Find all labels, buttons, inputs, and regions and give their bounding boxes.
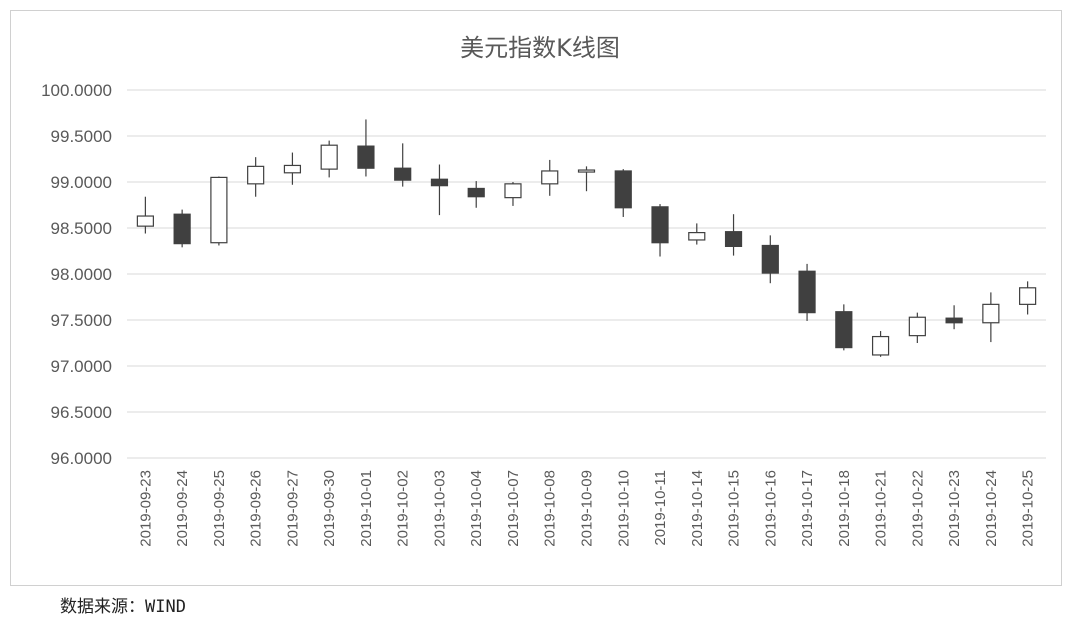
candle bbox=[394, 143, 412, 187]
x-tick-label: 2019-10-21 bbox=[873, 470, 890, 547]
x-tick-label: 2019-10-03 bbox=[431, 470, 448, 547]
candle bbox=[320, 140, 338, 178]
x-tick-label: 2019-10-01 bbox=[358, 470, 375, 547]
candle bbox=[908, 312, 926, 343]
chart-title: 美元指数K线图 bbox=[460, 34, 620, 62]
candle bbox=[945, 305, 963, 330]
x-tick-label: 2019-09-27 bbox=[284, 470, 301, 547]
x-tick-label: 2019-10-10 bbox=[615, 470, 632, 547]
x-tick-label: 2019-10-24 bbox=[983, 470, 1000, 547]
x-tick-label: 2019-10-08 bbox=[542, 470, 559, 547]
candle bbox=[798, 263, 816, 321]
candle bbox=[504, 182, 522, 206]
candle bbox=[688, 223, 706, 245]
x-axis-ticks: 2019-09-23 2019-09-24 2019-09-25 2019-09-26… bbox=[137, 470, 1036, 547]
x-tick-label: 2019-10-22 bbox=[909, 470, 926, 547]
candle-body-down bbox=[430, 178, 449, 187]
candle-body-up bbox=[136, 215, 154, 227]
y-tick-label: 99.0000 bbox=[51, 173, 112, 192]
candle bbox=[210, 176, 228, 246]
candle-body-up bbox=[541, 170, 559, 185]
candle-body-down bbox=[357, 145, 375, 169]
data-source-note: 数据来源：WIND bbox=[60, 597, 186, 617]
candle-body-down bbox=[724, 231, 743, 247]
candle bbox=[283, 152, 302, 185]
x-tick-label: 2019-10-04 bbox=[468, 470, 485, 547]
x-tick-label: 2019-09-26 bbox=[248, 470, 265, 547]
x-tick-label: 2019-09-23 bbox=[137, 470, 154, 547]
candles bbox=[136, 119, 1037, 357]
candle bbox=[467, 181, 485, 208]
x-tick-label: 2019-10-23 bbox=[946, 470, 963, 547]
candle bbox=[430, 164, 449, 216]
candle bbox=[761, 235, 779, 284]
candle-body-up bbox=[283, 164, 302, 174]
candle bbox=[614, 169, 632, 217]
x-tick-label: 2019-10-09 bbox=[579, 470, 596, 547]
candle-body-up bbox=[1019, 287, 1037, 305]
candle-body-down bbox=[945, 317, 963, 324]
y-tick-label: 100.0000 bbox=[41, 81, 112, 100]
y-tick-label: 98.5000 bbox=[51, 219, 112, 238]
candle bbox=[724, 214, 743, 256]
x-tick-label: 2019-10-17 bbox=[799, 470, 816, 547]
candle-body-up bbox=[210, 176, 228, 244]
candle-body-down bbox=[394, 167, 412, 181]
y-tick-label: 99.5000 bbox=[51, 127, 112, 146]
y-tick-label: 96.5000 bbox=[51, 403, 112, 422]
gridlines bbox=[127, 89, 1046, 459]
candle-body-up bbox=[908, 316, 926, 337]
candle-body-down bbox=[651, 206, 669, 244]
x-tick-label: 2019-09-30 bbox=[321, 470, 338, 547]
x-tick-label: 2019-10-25 bbox=[1020, 470, 1037, 547]
candle-body-up bbox=[982, 303, 1000, 324]
candle-body-down bbox=[467, 187, 485, 198]
x-tick-label: 2019-10-14 bbox=[689, 470, 706, 547]
y-tick-label: 98.0000 bbox=[51, 265, 112, 284]
candle bbox=[357, 119, 375, 177]
x-tick-label: 2019-10-18 bbox=[836, 470, 853, 547]
candle-body-down bbox=[798, 270, 816, 314]
candle-body-up bbox=[320, 144, 338, 170]
candle bbox=[173, 209, 191, 248]
y-tick-label: 96.0000 bbox=[51, 449, 112, 468]
x-tick-label: 2019-09-25 bbox=[211, 470, 228, 547]
x-tick-label: 2019-09-24 bbox=[174, 470, 191, 547]
x-tick-label: 2019-10-11 bbox=[652, 470, 669, 546]
y-tick-label: 97.0000 bbox=[51, 357, 112, 376]
candle-body-down bbox=[614, 170, 632, 209]
y-axis-ticks: 96.0000 96.5000 97.0000 97.5000 98.0000 98.50… bbox=[41, 81, 112, 468]
candle bbox=[651, 204, 669, 257]
x-tick-label: 2019-10-15 bbox=[726, 470, 743, 547]
candle bbox=[982, 292, 1000, 343]
candle bbox=[1019, 281, 1037, 315]
candle-body-up bbox=[871, 335, 890, 356]
candle-body-down bbox=[761, 244, 779, 274]
candle-body-down bbox=[835, 311, 853, 349]
candle bbox=[541, 159, 559, 196]
candle bbox=[247, 157, 265, 197]
candle bbox=[835, 304, 853, 351]
x-tick-label: 2019-10-02 bbox=[395, 470, 412, 547]
candle bbox=[136, 196, 154, 234]
candle-body-up bbox=[688, 232, 706, 241]
candle-body-up bbox=[577, 169, 596, 173]
candle-body-down bbox=[173, 213, 191, 245]
candle-body-up bbox=[504, 183, 522, 199]
chart-frame bbox=[10, 10, 1062, 586]
candle-body-up bbox=[247, 165, 265, 185]
x-tick-label: 2019-10-16 bbox=[762, 470, 779, 547]
y-tick-label: 97.5000 bbox=[51, 311, 112, 330]
candle bbox=[871, 331, 890, 357]
x-tick-label: 2019-10-07 bbox=[505, 470, 522, 547]
candle bbox=[577, 166, 596, 192]
